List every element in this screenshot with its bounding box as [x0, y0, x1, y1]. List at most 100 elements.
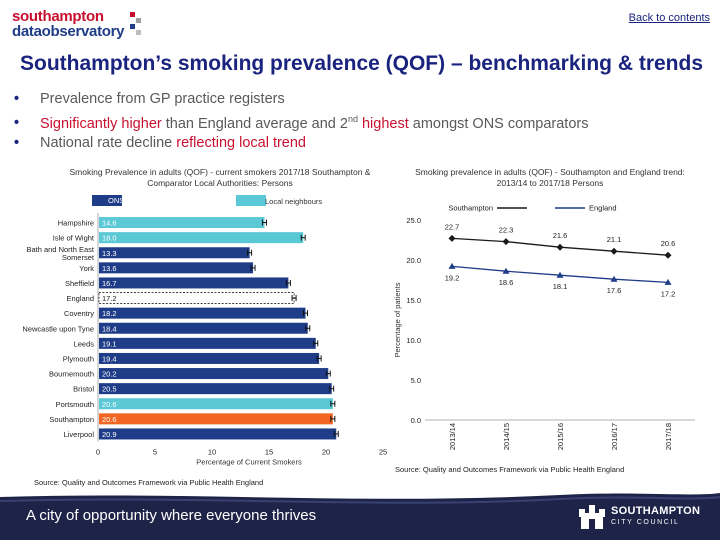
bullet-item: • Significantly higher than England avera…: [14, 110, 588, 134]
bar-category-label: York: [79, 264, 94, 273]
bar-value-label: 13.3: [102, 249, 117, 258]
legend-swatch-ons: [92, 195, 122, 206]
data-point-england: [664, 278, 672, 285]
bullet-dot-icon: •: [14, 91, 20, 107]
bar-chart-title: Smoking Prevalence in adults (QOF) - cur…: [69, 167, 371, 188]
data-label-southampton: 22.7: [445, 222, 460, 231]
y-tick-label: 20.0: [406, 256, 421, 265]
bar-value-label: 18.0: [102, 234, 117, 243]
footer-banner: A city of opportunity where everyone thr…: [0, 491, 720, 540]
line-chart: Southampton England Percentage of patients…: [393, 204, 695, 450]
line-chart-source: Source: Quality and Outcomes Framework v…: [395, 465, 625, 474]
bar-portsmouth: [99, 398, 333, 410]
legend-swatch-local: [236, 195, 266, 206]
council-name: SOUTHAMPTON: [611, 505, 701, 517]
x-tick-label: 0: [96, 448, 100, 457]
bullet-highlight: highest: [357, 115, 409, 132]
x-axis-label: Percentage of Current Smokers: [196, 458, 302, 467]
bullet-highlight: Significantly higher: [40, 115, 162, 132]
bar-category-label: Bath and North East: [26, 245, 94, 254]
bar-value-label: 20.6: [102, 415, 117, 424]
data-label-england: 18.1: [553, 282, 568, 291]
bar-value-label: 18.4: [102, 324, 117, 333]
bar-category-label: Somerset: [62, 253, 95, 262]
bar-liverpool: [99, 428, 337, 440]
footer-tagline: A city of opportunity where everyone thr…: [26, 507, 317, 524]
data-point-england: [610, 275, 618, 282]
council-subname: CITY COUNCIL: [611, 519, 680, 526]
bar-category-label: Bristol: [73, 385, 94, 394]
x-tick-label: 2016/17: [610, 423, 619, 450]
page-title: Southampton’s smoking prevalence (QOF) –…: [20, 52, 704, 75]
bar-value-label: 20.9: [102, 430, 117, 439]
data-label-southampton: 20.6: [661, 239, 676, 248]
data-label-southampton: 22.3: [499, 226, 514, 235]
bullet-text: than England average and 2: [161, 115, 348, 132]
legend-label: Southampton: [448, 204, 493, 213]
bar-value-label: 19.1: [102, 339, 117, 348]
bar-value-label: 19.4: [102, 354, 117, 363]
bar-category-label: Leeds: [74, 339, 95, 348]
bullet-item: • Prevalence from GP practice registers: [14, 90, 588, 110]
logo-text-line2: dataobservatory: [12, 23, 125, 40]
x-tick-label: 10: [208, 448, 216, 457]
legend-label-ons: ONS statistical neighbours: [108, 196, 197, 205]
data-label-southampton: 21.6: [553, 231, 568, 240]
bar-york: [99, 262, 254, 274]
data-label-england: 17.2: [661, 289, 676, 298]
data-label-england: 17.6: [607, 286, 622, 295]
bar-category-label: Bournemouth: [49, 370, 94, 379]
data-point-southampton: [448, 234, 456, 242]
bar-bournemouth: [99, 368, 329, 380]
x-tick-label: 20: [322, 448, 330, 457]
bar-hampshire: [99, 217, 265, 229]
bar-value-label: 18.2: [102, 309, 117, 318]
data-point-southampton: [664, 251, 672, 259]
legend-label: England: [589, 204, 617, 213]
bar-value-label: 20.2: [102, 370, 117, 379]
bar-value-label: 17.2: [102, 294, 117, 303]
bar-plymouth: [99, 352, 320, 364]
bullet-dot-icon: •: [14, 115, 20, 132]
bar-value-label: 16.7: [102, 279, 117, 288]
bar-value-label: 20.5: [102, 385, 117, 394]
bar-category-label: England: [66, 294, 94, 303]
bar-chart: 14.6 Hampshire 18.0 Isle of Wight 13.3 Bath a…: [22, 213, 387, 467]
y-axis-label: Percentage of patients: [393, 282, 402, 357]
bar-category-label: Isle of Wight: [53, 234, 95, 243]
data-point-southampton: [610, 247, 618, 255]
y-tick-label: 10.0: [406, 336, 421, 345]
bar-southampton: [99, 413, 333, 425]
data-point-england: [502, 267, 510, 274]
back-to-contents-link[interactable]: Back to contents: [628, 12, 710, 24]
bar-bristol: [99, 383, 332, 395]
bar-sheffield: [99, 277, 289, 289]
bar-category-label: Southampton: [49, 415, 94, 424]
data-point-southampton: [556, 243, 564, 251]
legend-label-local: Local neighbours: [265, 197, 323, 206]
logo-text-line1: southampton: [12, 8, 104, 25]
bar-value-label: 13.6: [102, 264, 117, 273]
bullet-dot-icon: •: [14, 134, 20, 151]
bar-coventry: [99, 307, 306, 319]
southampton-data-observatory-logo: southampton dataobservatory: [12, 8, 142, 40]
footer-wave-decoration: [0, 491, 720, 504]
x-tick-label: 5: [153, 448, 157, 457]
bullet-item: • National rate decline reflecting local …: [14, 134, 588, 154]
x-tick-label: 2014/15: [502, 423, 511, 450]
bullet-text: National rate decline: [40, 134, 177, 151]
data-point-southampton: [502, 238, 510, 246]
bar-value-label: 14.6: [102, 219, 117, 228]
bullet-highlight: reflecting local trend: [176, 134, 306, 151]
x-tick-label: 2017/18: [664, 423, 673, 450]
bar-category-label: Coventry: [64, 309, 94, 318]
bar-value-label: 20.6: [102, 400, 117, 409]
bar-bath-and-north-east-somerset: [99, 247, 250, 259]
bar-england: [98, 292, 295, 304]
southampton-city-council-logo: SOUTHAMPTON CITY COUNCIL: [577, 499, 717, 535]
bullet-text: Prevalence from GP practice registers: [40, 91, 285, 107]
bar-category-label: Plymouth: [63, 354, 94, 363]
bullet-superscript: nd: [347, 113, 358, 124]
bar-category-label: Sheffield: [65, 279, 94, 288]
x-tick-label: 25: [379, 448, 387, 457]
